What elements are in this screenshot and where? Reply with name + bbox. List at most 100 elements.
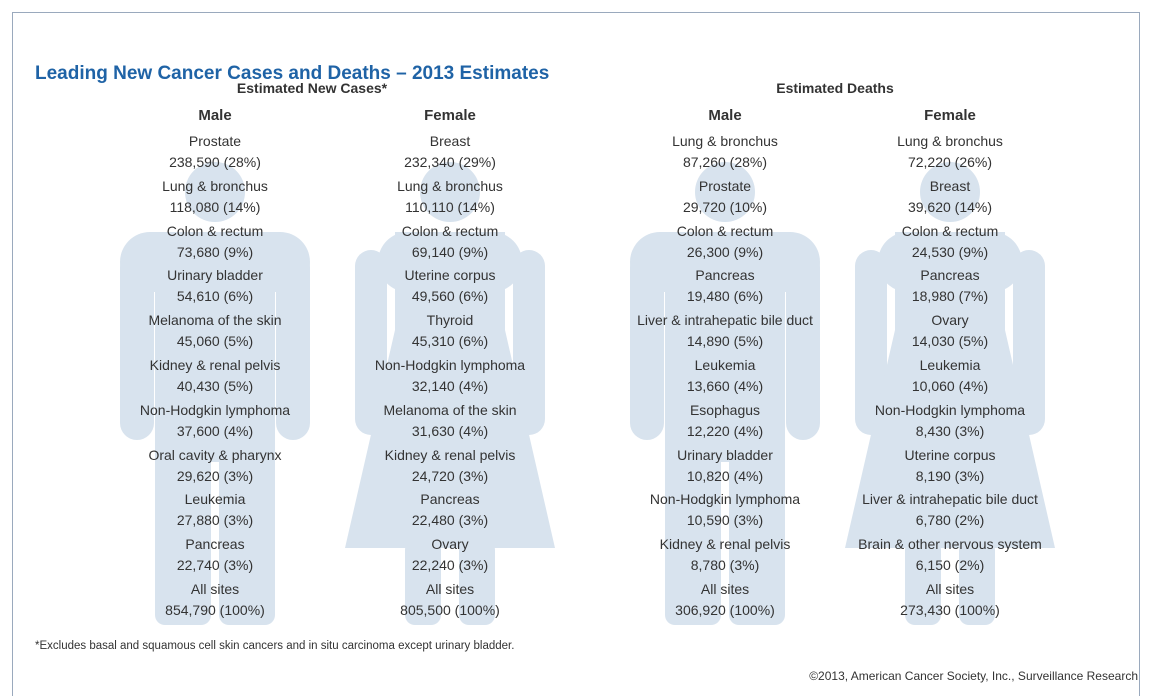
site-value: 26,300 (9%) — [686, 243, 764, 260]
site-name: Uterine corpus — [404, 267, 496, 284]
site-name: Leukemia — [694, 357, 756, 373]
site-value: 14,030 (5%) — [911, 333, 989, 350]
site-name: Thyroid — [426, 312, 474, 329]
site-value: 10,590 (3%) — [686, 512, 764, 529]
site-name: Prostate — [698, 177, 752, 194]
site-value: 54,610 (6%) — [176, 288, 254, 305]
site-name: Ovary — [931, 312, 969, 329]
site-value: 18,980 (7%) — [911, 288, 989, 305]
site-value: 10,060 (4%) — [911, 378, 989, 394]
title: Leading New Cancer Cases and Deaths – 20… — [35, 63, 550, 84]
site-value: 8,430 (3%) — [915, 422, 985, 439]
column-header: Female — [924, 107, 976, 124]
female-figure — [345, 162, 555, 625]
site-value: 40,430 (5%) — [176, 378, 254, 394]
site-value: 29,720 (10%) — [682, 198, 768, 215]
site-name: Kidney & renal pelvis — [384, 446, 516, 463]
frame — [12, 12, 1140, 696]
group-title: Estimated Deaths — [776, 80, 894, 96]
site-value: 24,530 (9%) — [911, 243, 989, 260]
site-name: Lung & bronchus — [162, 177, 268, 194]
site-value: 6,780 (2%) — [915, 512, 985, 529]
site-name: All sites — [190, 581, 240, 597]
site-value: 32,140 (4%) — [411, 378, 489, 394]
site-name: Breast — [429, 133, 471, 149]
site-name: Leukemia — [184, 491, 246, 508]
site-name: Melanoma of the skin — [383, 401, 517, 418]
copyright: ©2013, American Cancer Society, Inc., Su… — [809, 669, 1138, 683]
site-name: Colon & rectum — [676, 222, 774, 239]
site-value: 73,680 (9%) — [176, 243, 254, 260]
site-value: 6,150 (2%) — [915, 557, 985, 574]
female-figure — [845, 162, 1055, 625]
site-name: Pancreas — [695, 267, 755, 284]
site-name: Colon & rectum — [166, 222, 264, 239]
site-value: 45,060 (5%) — [176, 333, 254, 350]
site-value: 306,920 (100%) — [675, 602, 775, 618]
site-value: 13,660 (4%) — [686, 378, 764, 394]
site-value: 49,560 (6%) — [411, 288, 489, 305]
site-name: Colon & rectum — [901, 222, 999, 239]
column-header: Female — [424, 107, 476, 124]
site-name: Prostate — [188, 133, 242, 149]
site-value: 31,630 (4%) — [411, 422, 489, 439]
site-name: Non-Hodgkin lymphoma — [374, 357, 526, 373]
site-name: Esophagus — [689, 401, 761, 418]
site-name: Non-Hodgkin lymphoma — [139, 401, 291, 418]
site-value: 22,480 (3%) — [411, 512, 489, 529]
site-name: Ovary — [431, 536, 469, 553]
site-name: Non-Hodgkin lymphoma — [649, 491, 801, 508]
male-figure — [120, 162, 310, 625]
site-name: Urinary bladder — [167, 267, 263, 284]
site-name: All sites — [700, 581, 750, 597]
site-name: All sites — [925, 581, 975, 597]
site-value: 22,740 (3%) — [176, 557, 254, 574]
male-figure — [630, 162, 820, 625]
site-value: 854,790 (100%) — [165, 602, 265, 618]
site-value: 22,240 (3%) — [411, 557, 489, 574]
site-value: 87,260 (28%) — [682, 154, 768, 170]
site-name: Brain & other nervous system — [858, 536, 1042, 553]
site-name: Kidney & renal pelvis — [659, 536, 791, 553]
site-name: Kidney & renal pelvis — [149, 357, 281, 373]
site-value: 118,080 (14%) — [169, 198, 261, 215]
site-name: Uterine corpus — [904, 446, 996, 463]
site-name: Melanoma of the skin — [148, 312, 282, 329]
site-name: Liver & intrahepatic bile duct — [862, 491, 1038, 508]
site-value: 8,780 (3%) — [690, 557, 760, 574]
site-name: Oral cavity & pharynx — [148, 446, 282, 463]
site-value: 72,220 (26%) — [907, 154, 993, 170]
site-name: Pancreas — [185, 536, 245, 553]
site-value: 805,500 (100%) — [400, 602, 500, 618]
column-header: Male — [198, 107, 232, 124]
site-value: 69,140 (9%) — [411, 243, 489, 260]
site-name: Non-Hodgkin lymphoma — [874, 401, 1026, 418]
site-value: 14,890 (5%) — [686, 333, 764, 350]
site-name: Lung & bronchus — [397, 177, 503, 194]
site-value: 37,600 (4%) — [176, 422, 254, 439]
site-name: Lung & bronchus — [672, 133, 778, 149]
site-value: 39,620 (14%) — [907, 198, 993, 215]
site-value: 29,620 (3%) — [176, 467, 254, 484]
site-name: Urinary bladder — [677, 446, 773, 463]
site-value: 238,590 (28%) — [169, 154, 261, 170]
footnote: *Excludes basal and squamous cell skin c… — [35, 640, 515, 652]
site-value: 232,340 (29%) — [404, 154, 496, 170]
site-value: 110,110 (14%) — [405, 198, 495, 215]
site-value: 45,310 (6%) — [411, 333, 489, 350]
site-name: Colon & rectum — [401, 222, 499, 239]
site-value: 273,430 (100%) — [900, 602, 1000, 618]
site-value: 24,720 (3%) — [411, 467, 489, 484]
site-name: Lung & bronchus — [897, 133, 1003, 149]
site-value: 8,190 (3%) — [915, 467, 985, 484]
column-header: Male — [708, 107, 742, 124]
site-value: 10,820 (4%) — [686, 467, 764, 484]
site-value: 12,220 (4%) — [686, 422, 764, 439]
site-name: Liver & intrahepatic bile duct — [637, 312, 813, 329]
site-value: 19,480 (6%) — [686, 288, 764, 305]
site-name: All sites — [425, 581, 475, 597]
site-value: 27,880 (3%) — [176, 512, 254, 529]
site-name: Breast — [929, 177, 971, 194]
